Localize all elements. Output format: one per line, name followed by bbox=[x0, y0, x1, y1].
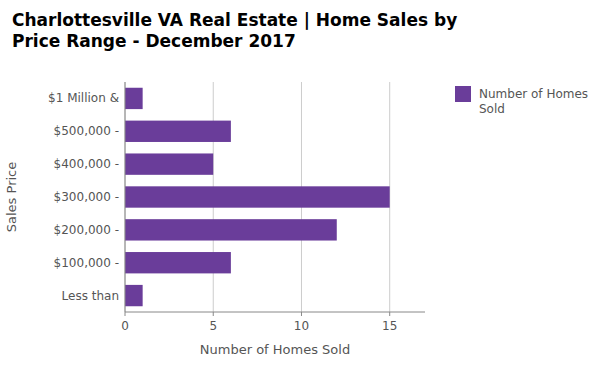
tick-mark bbox=[213, 312, 214, 316]
category-label: $400,000 - bbox=[54, 157, 119, 171]
bar bbox=[125, 88, 143, 109]
tick-mark bbox=[301, 312, 302, 316]
text-line: Charlottesville VA Real Estate | Home Sa… bbox=[12, 10, 457, 30]
legend-label: Number of HomesSold bbox=[479, 87, 588, 116]
chart: Charlottesville VA Real Estate | Home Sa… bbox=[0, 0, 600, 371]
bar bbox=[125, 186, 390, 207]
text-line: Number of Homes bbox=[479, 87, 588, 101]
legend-swatch bbox=[455, 86, 471, 102]
category-label: $1 Million & bbox=[48, 91, 119, 105]
tick-mark bbox=[389, 312, 390, 316]
category-label: $300,000 - bbox=[54, 190, 119, 204]
tick-label: 10 bbox=[294, 319, 309, 333]
legend: Number of HomesSold bbox=[455, 86, 588, 116]
tick-label: 15 bbox=[382, 319, 397, 333]
background bbox=[0, 0, 600, 371]
title: Charlottesville VA Real Estate | Home Sa… bbox=[12, 10, 457, 51]
tick-label: 0 bbox=[121, 319, 129, 333]
bar bbox=[125, 153, 213, 174]
x-axis-label: Number of Homes Sold bbox=[200, 342, 350, 357]
tick-label: 5 bbox=[209, 319, 217, 333]
bar bbox=[125, 219, 337, 240]
text-line: Price Range - December 2017 bbox=[12, 31, 296, 51]
bar bbox=[125, 252, 231, 273]
category-label: $500,000 - bbox=[54, 124, 119, 138]
y-axis-line bbox=[125, 82, 126, 312]
text-line: Sold bbox=[479, 102, 505, 116]
category-label: $200,000 - bbox=[54, 223, 119, 237]
bar bbox=[125, 121, 231, 142]
category-label: $100,000 - bbox=[54, 256, 119, 270]
y-axis-label: Sales Price bbox=[4, 162, 19, 232]
bar bbox=[125, 285, 143, 306]
x-axis-line bbox=[125, 312, 425, 313]
category-label: Less than bbox=[62, 289, 119, 303]
bars bbox=[125, 88, 390, 307]
grid-line bbox=[125, 82, 126, 312]
grid bbox=[125, 82, 390, 312]
tick-mark bbox=[125, 312, 126, 316]
